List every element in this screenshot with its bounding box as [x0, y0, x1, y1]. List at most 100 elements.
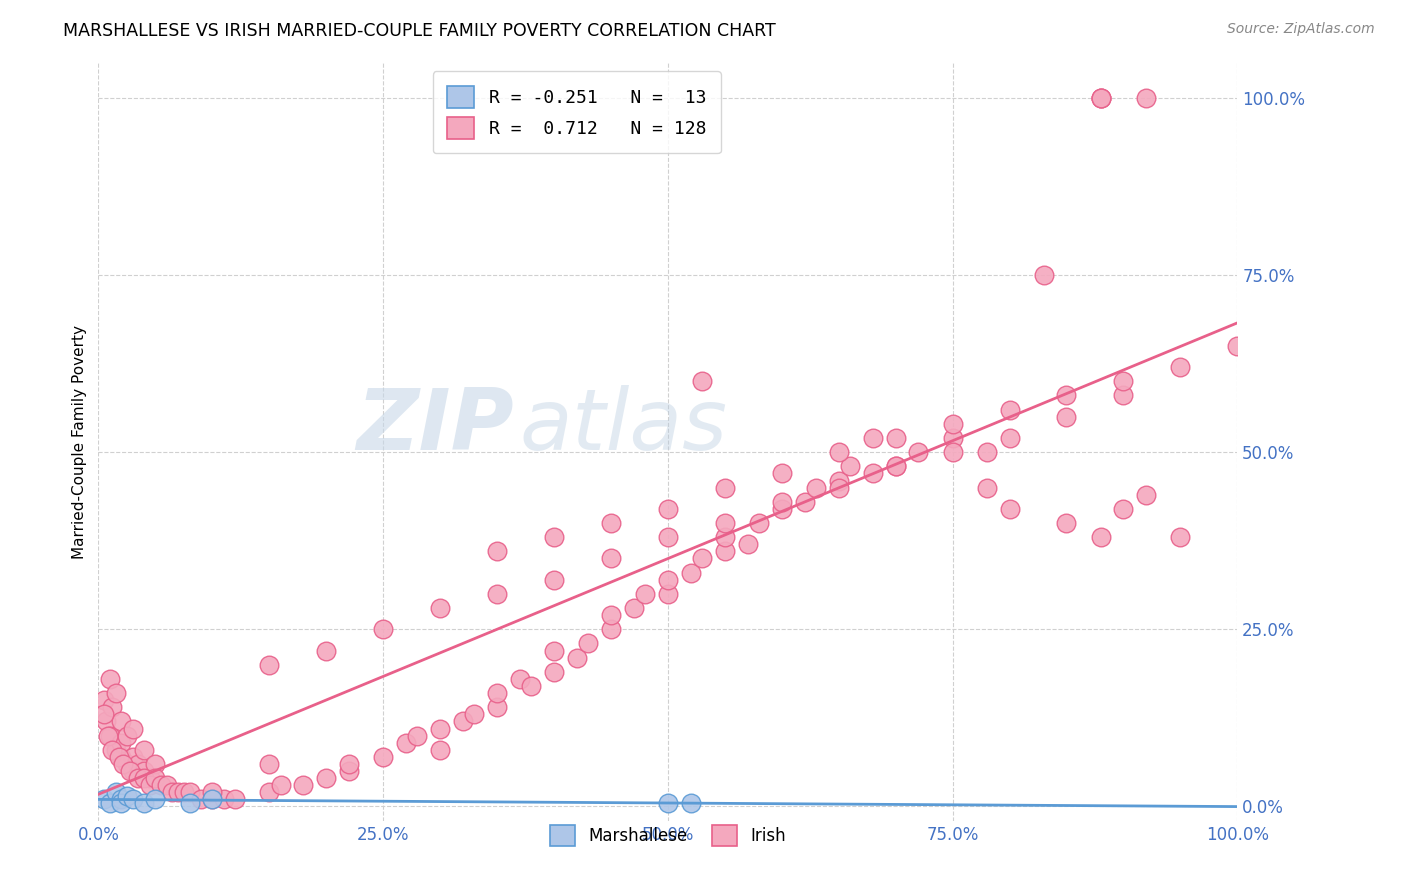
Point: [93, 707, 115, 722]
Point: [429, 601, 451, 615]
Point: [315, 643, 337, 657]
Point: [270, 778, 292, 792]
Point: [770, 501, 793, 516]
Point: [110, 750, 132, 764]
Point: [406, 729, 429, 743]
Point: [839, 459, 862, 474]
Point: [998, 431, 1021, 445]
Point: [1135, 488, 1157, 502]
Point: [657, 573, 679, 587]
Point: [315, 771, 337, 785]
Point: [690, 374, 713, 388]
Point: [259, 785, 281, 799]
Point: [110, 792, 132, 806]
Point: [167, 785, 190, 799]
Point: [115, 789, 138, 803]
Point: [862, 431, 884, 445]
Point: [98, 796, 121, 810]
Point: [337, 756, 360, 771]
Point: [543, 573, 565, 587]
Point: [862, 467, 884, 481]
Point: [828, 445, 851, 459]
Point: [1170, 360, 1192, 375]
Point: [998, 501, 1021, 516]
Point: [337, 764, 360, 778]
Point: [292, 778, 315, 792]
Point: [1112, 374, 1135, 388]
Point: [190, 792, 212, 806]
Point: [884, 459, 907, 474]
Point: [576, 636, 599, 650]
Point: [112, 756, 135, 771]
Legend: Marshallese, Irish: Marshallese, Irish: [541, 817, 794, 854]
Point: [179, 785, 201, 799]
Point: [101, 700, 124, 714]
Point: [1090, 91, 1112, 105]
Point: [101, 743, 124, 757]
Point: [486, 587, 509, 601]
Point: [132, 764, 155, 778]
Point: [121, 722, 143, 736]
Point: [96, 729, 118, 743]
Point: [657, 796, 679, 810]
Point: [201, 792, 224, 806]
Point: [543, 665, 565, 679]
Point: [942, 431, 965, 445]
Point: [98, 729, 121, 743]
Text: Source: ZipAtlas.com: Source: ZipAtlas.com: [1227, 22, 1375, 37]
Point: [110, 714, 132, 729]
Point: [509, 672, 531, 686]
Point: [565, 650, 588, 665]
Point: [737, 537, 759, 551]
Point: [600, 608, 623, 623]
Point: [93, 792, 115, 806]
Point: [976, 445, 998, 459]
Point: [486, 700, 509, 714]
Point: [679, 566, 702, 580]
Text: atlas: atlas: [520, 384, 728, 468]
Point: [600, 516, 623, 530]
Point: [1090, 91, 1112, 105]
Point: [259, 657, 281, 672]
Point: [828, 474, 851, 488]
Point: [451, 714, 474, 729]
Point: [714, 481, 737, 495]
Point: [657, 587, 679, 601]
Point: [770, 467, 793, 481]
Point: [121, 764, 143, 778]
Point: [1090, 530, 1112, 544]
Point: [162, 785, 184, 799]
Point: [543, 643, 565, 657]
Point: [127, 771, 149, 785]
Point: [179, 796, 201, 810]
Point: [156, 778, 179, 792]
Point: [429, 722, 451, 736]
Point: [224, 792, 246, 806]
Point: [884, 431, 907, 445]
Point: [259, 756, 281, 771]
Point: [942, 417, 965, 431]
Point: [543, 530, 565, 544]
Point: [201, 792, 224, 806]
Point: [132, 796, 155, 810]
Text: MARSHALLESE VS IRISH MARRIED-COUPLE FAMILY POVERTY CORRELATION CHART: MARSHALLESE VS IRISH MARRIED-COUPLE FAMI…: [63, 22, 776, 40]
Point: [828, 481, 851, 495]
Point: [138, 771, 160, 785]
Point: [121, 750, 143, 764]
Text: ZIP: ZIP: [357, 384, 515, 468]
Point: [145, 792, 167, 806]
Point: [127, 756, 149, 771]
Point: [429, 743, 451, 757]
Point: [395, 736, 418, 750]
Point: [634, 587, 657, 601]
Point: [150, 778, 173, 792]
Point: [600, 623, 623, 637]
Point: [132, 771, 155, 785]
Point: [1226, 339, 1249, 353]
Point: [110, 796, 132, 810]
Point: [907, 445, 929, 459]
Point: [714, 530, 737, 544]
Point: [1054, 388, 1078, 402]
Point: [145, 756, 167, 771]
Point: [1054, 409, 1078, 424]
